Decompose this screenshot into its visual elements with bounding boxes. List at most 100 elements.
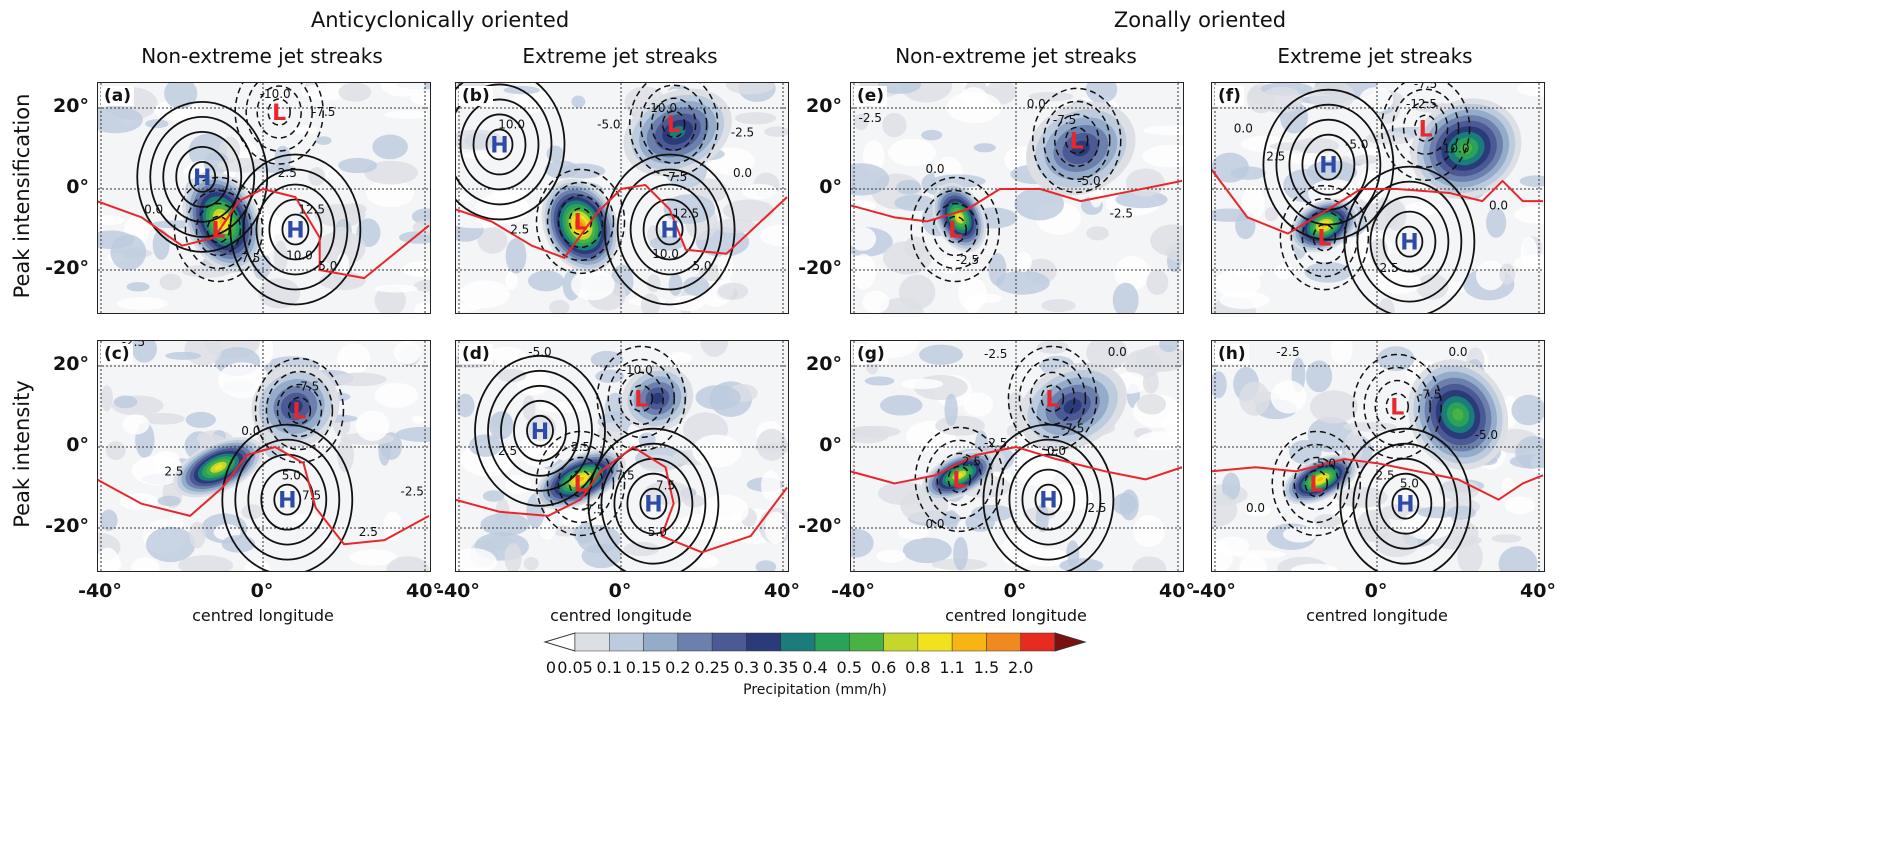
precip-patch <box>851 528 874 558</box>
precip-patch <box>549 299 570 313</box>
colorbar-tick-label: 0.2 <box>665 658 691 677</box>
precip-patch <box>413 279 430 292</box>
precip-patch <box>1513 254 1544 272</box>
contour-label: -7.5 <box>1053 113 1076 127</box>
contour-label: 10.0 <box>652 247 679 261</box>
precip-patch <box>241 504 264 520</box>
positive-contour <box>1008 453 1089 546</box>
positive-contour <box>1339 427 1472 571</box>
precip-patch <box>1264 207 1278 222</box>
negative-contour <box>618 371 664 426</box>
precip-contour-fill <box>1452 408 1464 421</box>
precip-patch <box>1377 346 1415 372</box>
precip-patch <box>1499 263 1516 285</box>
precip-patch <box>1136 393 1167 415</box>
jet-axis-line <box>851 179 1183 223</box>
precip-patch <box>699 531 755 541</box>
low-pressure-marker: L <box>1390 396 1404 421</box>
contour-label: -7.5 <box>296 379 319 393</box>
positive-contour <box>242 168 349 291</box>
precip-contour-fill <box>955 473 963 478</box>
negative-contour <box>184 189 253 270</box>
contour-label: 5.0 <box>648 525 667 539</box>
precip-patch <box>131 455 185 486</box>
negative-contour <box>661 110 686 138</box>
precip-patch <box>374 284 418 293</box>
colorbar-bin <box>849 632 884 652</box>
precip-patch <box>100 509 118 531</box>
colorbar-bin <box>814 632 850 652</box>
precip-patch <box>1509 454 1544 469</box>
precip-patch <box>290 513 329 524</box>
precip-patch <box>577 525 621 554</box>
contour-label: -10.0 <box>260 87 291 101</box>
precip-patch <box>1404 201 1444 216</box>
precip-patch <box>1015 251 1032 273</box>
contour-label: 7.5 <box>302 489 321 503</box>
colorbar-tick-label: 0.35 <box>762 658 799 677</box>
y-tick-label: -20° <box>798 257 842 279</box>
positive-contour <box>485 128 514 161</box>
contour-label: 2.5 <box>510 223 529 237</box>
precip-patch <box>700 341 729 357</box>
low-pressure-marker: L <box>211 219 225 244</box>
precip-patch <box>879 394 923 416</box>
x-tick-label: -40° <box>436 580 480 602</box>
precip-patch <box>159 273 183 291</box>
panel-label: (c) <box>101 344 133 364</box>
negative-contour <box>1385 392 1409 421</box>
positive-contour <box>1343 165 1476 313</box>
precip-patch <box>1486 207 1507 238</box>
precip-patch <box>894 194 936 212</box>
precip-patch <box>469 434 502 457</box>
negative-contour <box>1293 456 1339 511</box>
map-panel: -7.5 -5.0 -2.5 0.0 -2.5 0.0 -2.5 L L (e) <box>850 82 1184 314</box>
precip-patch <box>1491 534 1522 543</box>
colorbar-tick-label: 0.6 <box>870 658 897 677</box>
positive-contour <box>1365 457 1446 550</box>
precip-patch <box>336 343 371 375</box>
contour-label: 0.0 <box>1448 345 1467 359</box>
precip-patch <box>1041 299 1076 313</box>
high-pressure-marker: H <box>286 219 304 244</box>
column-title-2: Extreme jet streaks <box>522 44 718 68</box>
precip-patch <box>98 106 143 134</box>
panel-label: (h) <box>1215 344 1249 364</box>
negative-contour <box>557 194 604 249</box>
low-pressure-marker: L <box>1309 472 1323 497</box>
y-tick-label: 20° <box>53 353 89 375</box>
positive-contour <box>600 442 707 565</box>
y-tick-label: -20° <box>798 515 842 537</box>
contour-label: 2.5 <box>571 440 590 454</box>
colorbar-bin <box>951 632 987 652</box>
positive-contour <box>1391 487 1420 520</box>
precip-patch <box>131 341 157 363</box>
contour-label: 12.5 <box>672 206 699 220</box>
negative-contour <box>1363 366 1431 447</box>
precip-patch <box>1241 185 1265 220</box>
contour-label: 2.5 <box>1087 501 1106 515</box>
precip-patch <box>258 278 301 309</box>
precip-patch <box>141 412 185 425</box>
negative-contour <box>1304 469 1328 498</box>
negative-contour <box>1054 113 1100 168</box>
colorbar-tick-label: 0.3 <box>733 658 760 677</box>
negative-contour <box>596 345 686 452</box>
positive-contour <box>472 113 527 176</box>
precip-patch <box>98 215 125 225</box>
group-title-zonal: Zonally oriented <box>1113 8 1287 32</box>
positive-contour <box>281 213 310 246</box>
x-tick-label: 40° <box>1520 580 1556 602</box>
precip-patch <box>1133 515 1165 548</box>
precip-patch <box>1086 226 1109 241</box>
map-panel: 7.5 5.0 2.5 -7.5 0.0 2.5 -2.5 -2.5 H L (c) <box>97 340 431 572</box>
precip-patch <box>590 350 624 369</box>
contour-label: 2.5 <box>498 444 517 458</box>
x-axis-label: centred longitude <box>945 606 1087 625</box>
precip-contour-fill <box>1071 140 1090 157</box>
precip-patch <box>1235 268 1264 279</box>
precip-patch <box>1014 187 1065 221</box>
jet-axis-line <box>1212 458 1544 501</box>
precip-patch <box>1142 371 1159 394</box>
contour-label: 2.5 <box>278 166 297 180</box>
